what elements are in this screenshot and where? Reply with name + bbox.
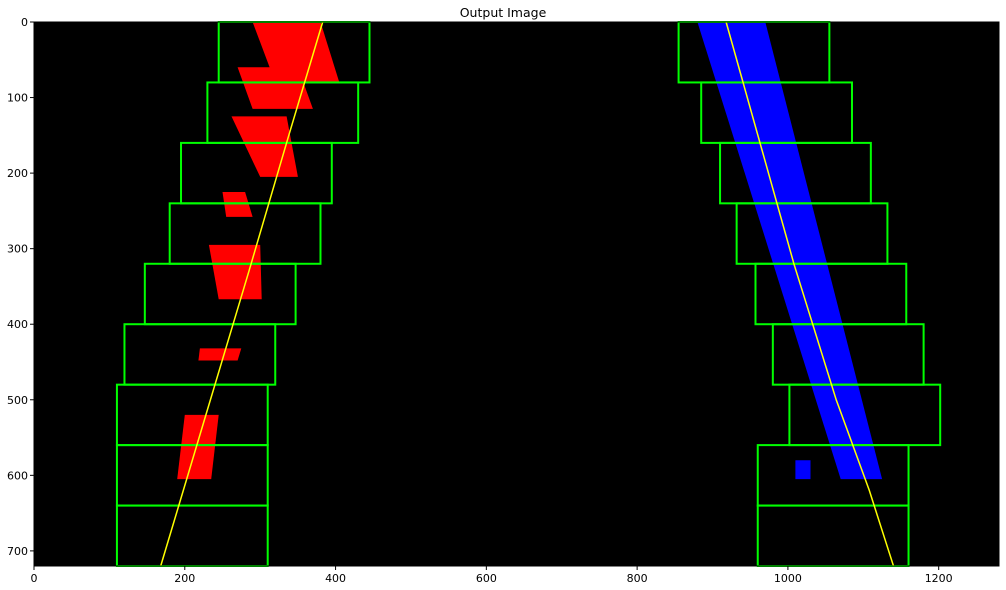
x-tick-label: 800 <box>627 572 648 585</box>
y-axis: 0 100 200 300 400 500 600 700 <box>7 16 34 558</box>
left-fit-line <box>159 21 324 567</box>
x-axis: 0 200 400 600 800 1000 1200 <box>31 566 953 585</box>
x-tick-label: 400 <box>325 572 346 585</box>
left-pixel-region-4 <box>208 244 262 300</box>
x-tick-label: 0 <box>31 572 38 585</box>
y-tick-label: 400 <box>7 318 28 331</box>
y-tick-label: 700 <box>7 545 28 558</box>
y-tick-label: 300 <box>7 243 28 256</box>
left-pixel-region-6 <box>177 414 219 480</box>
y-tick-label: 100 <box>7 92 28 105</box>
fit-lines <box>159 21 895 567</box>
x-tick-label: 1000 <box>774 572 802 585</box>
right-pixel-region-1 <box>795 460 811 480</box>
y-tick-label: 200 <box>7 167 28 180</box>
y-tick-label: 600 <box>7 469 28 482</box>
left-pixel-region-1 <box>237 67 313 109</box>
plot-frame <box>33 21 1000 567</box>
x-tick-label: 200 <box>174 572 195 585</box>
plot-background <box>34 22 999 566</box>
y-tick-label: 500 <box>7 394 28 407</box>
x-tick-label: 1200 <box>925 572 953 585</box>
chart-title: Output Image <box>460 5 547 20</box>
left-pixel-region-3 <box>222 192 253 217</box>
left-pixel-region-5 <box>198 348 242 361</box>
right-fit-line <box>725 21 895 567</box>
x-tick-label: 600 <box>476 572 497 585</box>
y-tick-label: 0 <box>21 16 28 29</box>
